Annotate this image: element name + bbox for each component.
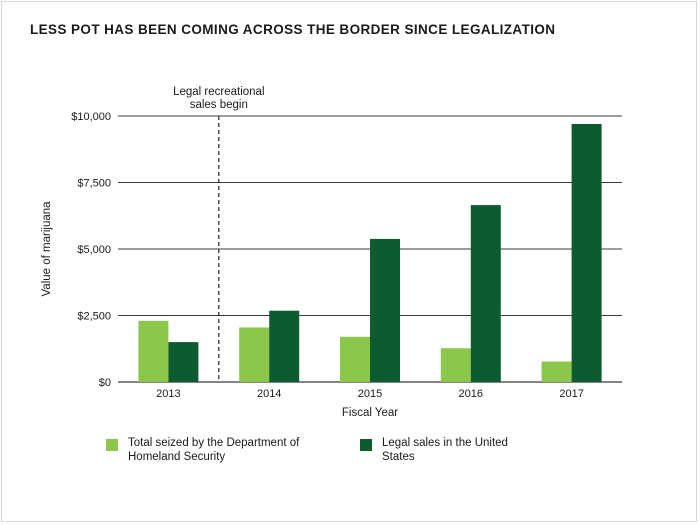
bar-seized — [440, 348, 471, 382]
bar-legal — [269, 310, 300, 382]
x-tick-label: 2017 — [559, 388, 583, 400]
bar-seized — [340, 336, 370, 382]
y-tick-label: $5,000 — [77, 244, 111, 256]
y-tick-label: $2,500 — [77, 311, 111, 323]
bar-legal — [470, 205, 501, 382]
legend-item-seized: Total seized by the Department of Homela… — [106, 436, 318, 464]
x-tick-label: 2016 — [459, 388, 483, 400]
bar-legal — [168, 342, 199, 382]
x-axis-label: Fiscal Year — [342, 407, 398, 419]
bar-seized — [541, 361, 572, 382]
y-tick-label: $0 — [99, 377, 111, 389]
bar-seized — [138, 320, 169, 382]
bar-seized — [239, 327, 270, 382]
chart-title: LESS POT HAS BEEN COMING ACROSS THE BORD… — [30, 22, 556, 37]
legend-swatch-legal — [360, 439, 372, 451]
legend-swatch-seized — [106, 439, 118, 451]
legend-item-legal: Legal sales in the United States — [360, 436, 512, 464]
y-axis-label: Value of marijuana — [41, 201, 53, 297]
x-tick-label: 2015 — [358, 388, 382, 400]
bar-legal — [571, 123, 602, 382]
legend-label-legal: Legal sales in the United States — [382, 437, 508, 463]
annotation-text: sales begin — [190, 99, 248, 111]
y-tick-label: $10,000 — [71, 111, 111, 123]
annotation-text: Legal recreational — [173, 86, 264, 98]
bar-legal — [370, 238, 400, 382]
x-tick-label: 2013 — [156, 388, 180, 400]
y-tick-label: $7,500 — [77, 178, 111, 190]
legend-label-seized: Total seized by the Department of Homela… — [128, 437, 300, 463]
x-tick-label: 2014 — [257, 388, 281, 400]
